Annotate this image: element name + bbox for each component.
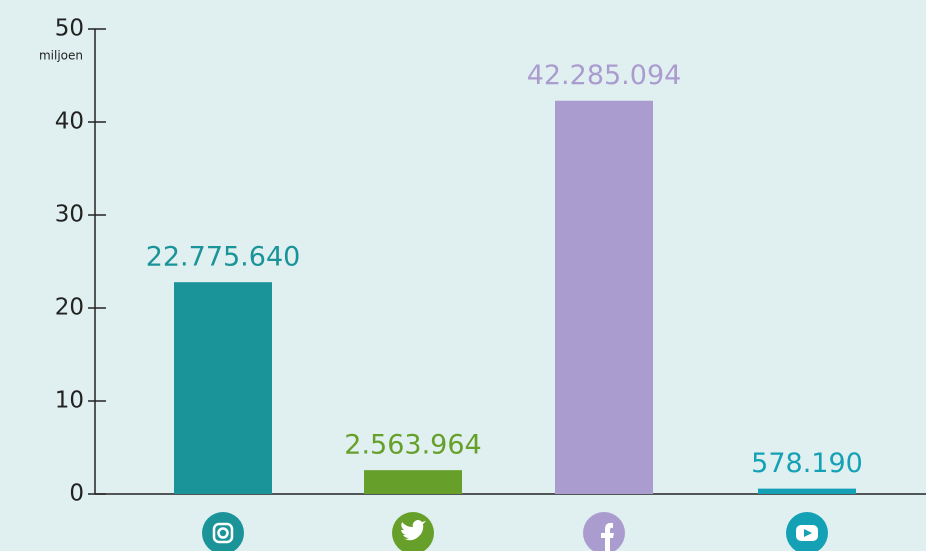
value-label: 22.775.640 (146, 242, 301, 273)
value-label: 578.190 (751, 448, 863, 479)
y-tick-label: 50 (55, 16, 84, 42)
icon-glyph (601, 522, 614, 551)
y-tick-label: 10 (55, 388, 84, 414)
y-tick-label: 0 (69, 481, 84, 507)
icon-glyph (212, 522, 234, 544)
bar (174, 282, 272, 494)
category-icon (202, 512, 244, 551)
icon-glyph (217, 527, 229, 539)
y-tick-label: 40 (55, 109, 84, 135)
icon-glyph (804, 529, 812, 537)
bar (758, 488, 856, 494)
category-icon (786, 512, 828, 551)
icon-glyph (401, 520, 426, 541)
y-tick-label: 20 (55, 295, 84, 321)
category-icon (392, 512, 434, 551)
value-label: 2.563.964 (344, 430, 481, 461)
icon-circle (583, 512, 625, 551)
y-unit-label: miljoen (39, 49, 83, 63)
category-icon (583, 512, 625, 551)
value-label: 42.285.094 (527, 60, 682, 91)
y-tick-label: 30 (55, 202, 84, 228)
bar (555, 100, 653, 494)
icon-circle (202, 512, 244, 551)
bar (364, 470, 462, 494)
